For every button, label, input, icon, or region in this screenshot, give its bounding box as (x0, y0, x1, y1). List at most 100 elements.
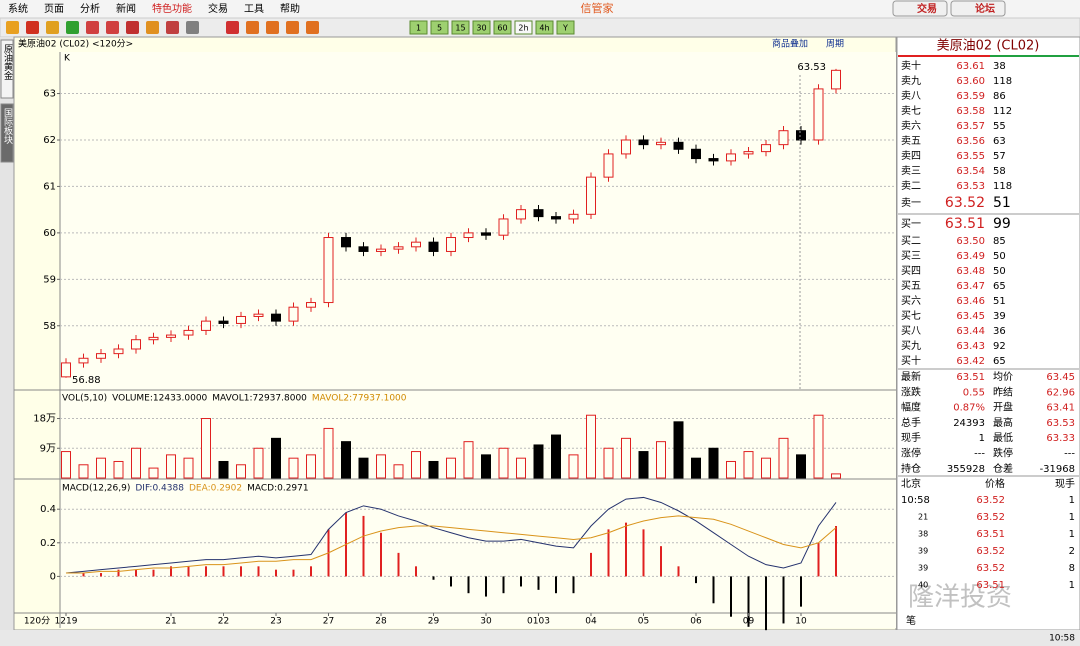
candle-body (358, 246, 369, 252)
stat-label: 开盘 (993, 401, 1013, 414)
volume-bar (778, 437, 789, 479)
tool-icon[interactable] (46, 21, 59, 34)
x-tick-label: 10 (795, 617, 807, 627)
volume-bar (761, 457, 771, 479)
ask-price: 63.56 (956, 136, 985, 147)
trade-header: 北京 (901, 477, 921, 490)
tool-icon[interactable] (146, 21, 159, 34)
side-tab[interactable] (0, 103, 14, 163)
period-label[interactable]: 4h (539, 24, 549, 33)
tool-icon[interactable] (266, 21, 279, 34)
side-tab-label[interactable]: 原油黄金 (2, 44, 13, 80)
period-button[interactable] (514, 20, 533, 35)
ask-volume: 112 (993, 106, 1012, 117)
ask-label: 卖八 (901, 90, 921, 102)
quote-panel (896, 36, 1080, 631)
tool-icon[interactable] (306, 21, 319, 34)
button[interactable] (892, 0, 948, 17)
stat-value: --- (974, 449, 985, 460)
volume-bar (393, 464, 404, 479)
tool-icon[interactable] (286, 21, 299, 34)
period-button[interactable] (556, 20, 575, 35)
volume-bar (201, 418, 211, 479)
period-label[interactable]: Y (562, 24, 568, 33)
button-label[interactable]: 论坛 (975, 2, 995, 15)
button-label[interactable]: 交易 (917, 2, 937, 15)
tool-icon[interactable] (66, 21, 79, 34)
bid-label: 买六 (901, 295, 921, 307)
volume-bar (271, 437, 281, 479)
candle-body (691, 148, 701, 160)
bid-label: 买五 (901, 280, 921, 292)
candle-body (603, 153, 614, 178)
ask-price: 63.59 (956, 91, 985, 102)
menu-item[interactable]: 新闻 (116, 2, 136, 15)
volume-bar (411, 451, 421, 479)
menu-item[interactable]: 分析 (80, 2, 100, 15)
period-button[interactable] (493, 20, 512, 35)
link[interactable]: 周期 (826, 39, 844, 50)
period-label[interactable]: 5 (437, 24, 442, 33)
candle-body (463, 232, 474, 239)
bid-label: 买四 (901, 265, 921, 277)
menu-item[interactable]: 交易 (208, 2, 228, 15)
tool-icon[interactable] (226, 21, 239, 34)
ask-price: 63.55 (956, 151, 985, 162)
tool-icon[interactable] (126, 21, 139, 34)
side-tab-label[interactable]: 国际板块 (2, 108, 13, 145)
legend-entry: DEA:0.2902 (189, 484, 242, 494)
tool-icon[interactable] (6, 21, 19, 34)
bid-volume: 36 (993, 326, 1006, 337)
period-button[interactable] (472, 20, 491, 35)
side-tab[interactable] (0, 39, 14, 99)
period-button[interactable] (535, 20, 554, 35)
menu-item[interactable]: 页面 (44, 3, 64, 15)
bid-label: 买一 (901, 218, 921, 230)
stat-value: 62.96 (1046, 387, 1075, 398)
period-label[interactable]: 15 (455, 24, 465, 33)
menu-item[interactable]: 工具 (244, 3, 264, 15)
tool-icon[interactable] (166, 21, 179, 34)
volume-bar (708, 447, 719, 479)
ask-volume: 55 (993, 121, 1006, 132)
tool-icon[interactable] (106, 21, 119, 34)
x-tick-label: 05 (638, 617, 649, 627)
menu-item[interactable]: 帮助 (280, 2, 300, 15)
y-tick-label: 59 (43, 274, 56, 285)
tool-icon[interactable] (26, 21, 39, 34)
volume-bar (586, 414, 596, 479)
period-label[interactable]: 30 (476, 24, 486, 33)
stat-label: 总手 (901, 416, 921, 429)
button[interactable] (950, 0, 1006, 17)
bid-price: 63.48 (956, 266, 985, 277)
legend-entry: VOLUME:12433.0000 (112, 394, 207, 404)
volume-bar (96, 457, 106, 479)
stat-value: 63.33 (1046, 433, 1075, 444)
volume-bar (621, 437, 631, 479)
period-label[interactable]: 1 (416, 24, 421, 33)
trade-cell: 63.51 (976, 580, 1005, 591)
period-label[interactable]: 2h (518, 24, 528, 33)
volume-bar (603, 447, 614, 479)
link[interactable]: 商品叠加 (772, 38, 808, 50)
stat-value: 63.45 (1046, 372, 1075, 383)
bid-volume: 99 (993, 216, 1011, 232)
menu-item[interactable]: 系统 (8, 2, 28, 15)
tool-icon[interactable] (186, 21, 199, 34)
ask-price: 63.52 (945, 195, 985, 211)
tab[interactable]: 笔 (906, 614, 916, 627)
period-button[interactable] (430, 20, 449, 35)
candle-body (411, 241, 421, 248)
bid-volume: 50 (993, 266, 1006, 277)
menu-item[interactable]: 特色功能 (152, 2, 192, 15)
candle-body (78, 357, 89, 364)
tool-icon[interactable] (86, 21, 99, 34)
period-button[interactable] (409, 20, 428, 35)
candle-body (113, 348, 124, 355)
candle-body (796, 130, 806, 141)
tool-icon[interactable] (246, 21, 259, 34)
period-button[interactable] (451, 20, 470, 35)
bid-volume: 85 (993, 236, 1006, 247)
candle-body (166, 334, 176, 338)
period-label[interactable]: 60 (497, 24, 507, 33)
